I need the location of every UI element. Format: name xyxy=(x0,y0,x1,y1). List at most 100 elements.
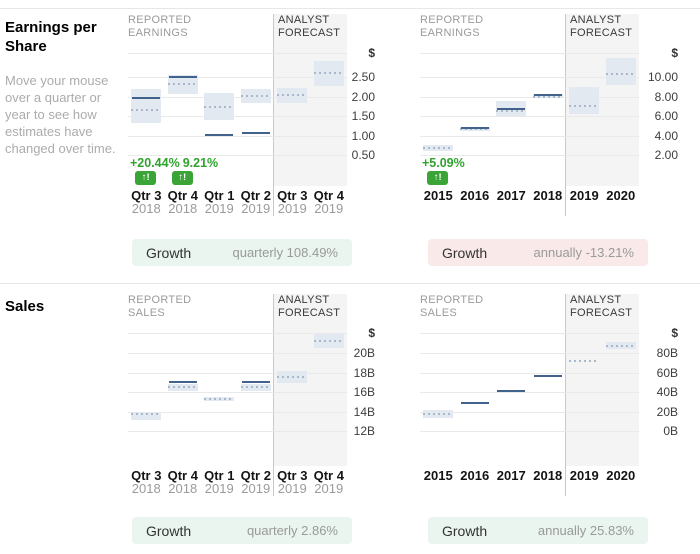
chart-column-hover-zone[interactable] xyxy=(201,320,238,466)
reported-line xyxy=(132,97,161,100)
y-tick-label: 4.00 xyxy=(654,128,678,143)
y-tick-label: 40B xyxy=(656,385,678,399)
chart-column-hover-zone[interactable] xyxy=(238,320,275,466)
x-tick-label: Qtr 1 xyxy=(204,468,235,483)
x-tick-label: 2020 xyxy=(606,468,636,483)
estimate-raised-alert-icon[interactable]: ↑! xyxy=(135,171,157,185)
reported-line xyxy=(241,381,270,384)
reported-column-header: REPORTED SALES xyxy=(420,294,484,319)
chart-column-hover-zone[interactable] xyxy=(201,40,238,186)
gridline xyxy=(420,96,639,98)
growth-value: annually 25.83% xyxy=(537,523,634,538)
x-tick-label: 2017 xyxy=(496,188,526,203)
x-tick-label: Qtr 4 xyxy=(167,468,198,483)
chart-column-hover-zone[interactable] xyxy=(238,40,275,186)
y-tick-label: 14B xyxy=(353,404,375,419)
chart-column-hover-zone[interactable] xyxy=(128,40,165,186)
estimate-change-row: +5.09% xyxy=(422,156,465,170)
growth-label: Growth xyxy=(442,244,488,261)
gridline xyxy=(420,411,639,413)
estimate-raised-alert-icon[interactable]: ↑! xyxy=(171,171,193,185)
gridline xyxy=(420,116,639,117)
y-axis-unit-label: $ xyxy=(671,46,678,60)
reported-column-header: REPORTED SALES xyxy=(128,294,192,319)
forecast-divider-line xyxy=(273,14,274,216)
x-tick-label: Qtr 1 xyxy=(204,188,235,203)
gridline xyxy=(128,431,347,432)
chart-column-hover-zone[interactable] xyxy=(566,320,603,466)
chart-column-hover-zone[interactable] xyxy=(457,40,494,186)
x-tick-label: 2020 xyxy=(606,188,636,203)
estimate-line xyxy=(569,360,600,363)
y-tick-label: 0.50 xyxy=(351,148,375,162)
x-tick-sublabel: 2019 xyxy=(204,481,234,496)
x-tick-sublabel: 2018 xyxy=(168,201,198,216)
reported-line xyxy=(241,131,270,134)
estimate-range-box xyxy=(131,89,162,124)
gridline xyxy=(128,116,347,117)
x-tick-label: Qtr 4 xyxy=(313,468,344,483)
x-tick-sublabel: 2019 xyxy=(241,481,271,496)
chart-column-hover-zone[interactable] xyxy=(311,40,348,186)
x-tick-label: Qtr 3 xyxy=(277,468,308,483)
estimate-range-box xyxy=(569,86,600,115)
gridline xyxy=(128,411,347,413)
chart-column-hover-zone[interactable] xyxy=(530,40,567,186)
x-tick-sublabel: 2018 xyxy=(131,201,161,216)
y-tick-label: 20B xyxy=(656,404,678,419)
growth-label: Growth xyxy=(146,244,192,261)
estimate-line xyxy=(167,386,198,389)
growth-value: quarterly 108.49% xyxy=(232,245,338,260)
gridline xyxy=(128,353,347,354)
growth-summary-sales-quarterly: Growth quarterly 2.86% xyxy=(132,517,352,544)
x-tick-sublabel: 2019 xyxy=(314,481,344,496)
chart-column-hover-zone[interactable] xyxy=(128,320,165,466)
gridline xyxy=(420,353,639,354)
chart-column-hover-zone[interactable] xyxy=(274,320,311,466)
y-tick-label: 2.50 xyxy=(351,70,375,84)
chart-column-hover-zone[interactable] xyxy=(493,320,530,466)
chart-column-hover-zone[interactable] xyxy=(566,40,603,186)
chart-column-hover-zone[interactable] xyxy=(274,40,311,186)
gridline xyxy=(128,96,347,98)
gridline xyxy=(128,135,347,137)
chart-column-hover-zone[interactable] xyxy=(530,320,567,466)
gridline xyxy=(420,431,639,432)
chart-column-hover-zone[interactable] xyxy=(420,320,457,466)
chart-column-hover-zone[interactable] xyxy=(165,320,202,466)
chart-sales-annual: REPORTED SALES ANALYST FORECAST 80B 60B 40B 2… xyxy=(420,292,678,504)
x-tick-sublabel: 2018 xyxy=(131,481,161,496)
reported-line xyxy=(497,108,526,111)
reported-line xyxy=(460,401,489,404)
forecast-divider-line xyxy=(565,294,566,496)
growth-summary-eps-annual: Growth annually -13.21% xyxy=(428,239,648,266)
estimate-raised-alert-icon[interactable]: ↑! xyxy=(427,171,449,185)
chart-column-hover-zone[interactable] xyxy=(603,40,640,186)
gridline xyxy=(420,53,639,54)
x-tick-label: Qtr 4 xyxy=(313,188,344,203)
x-tick-label: 2015 xyxy=(423,468,453,483)
y-tick-label: 10.00 xyxy=(647,70,678,84)
estimate-change-label: 9.21% xyxy=(182,156,219,170)
x-tick-sublabel: 2019 xyxy=(277,201,307,216)
growth-summary-sales-annual: Growth annually 25.83% xyxy=(428,517,648,544)
y-tick-label: 1.50 xyxy=(351,109,375,123)
forecast-region xyxy=(565,294,639,466)
chart-column-hover-zone[interactable] xyxy=(603,320,640,466)
eps-section-title: Earnings per Share xyxy=(5,19,97,55)
y-axis-unit-label: $ xyxy=(368,46,375,60)
x-tick-label: Qtr 3 xyxy=(131,188,162,203)
chart-column-hover-zone[interactable] xyxy=(420,40,457,186)
chart-column-hover-zone[interactable] xyxy=(165,40,202,186)
chart-column-hover-zone[interactable] xyxy=(457,320,494,466)
chart-column-hover-zone[interactable] xyxy=(311,320,348,466)
gridline xyxy=(420,155,639,156)
y-tick-label: 0B xyxy=(663,424,678,438)
chart-column-hover-zone[interactable] xyxy=(493,40,530,186)
estimate-line xyxy=(240,94,271,97)
estimate-line xyxy=(204,398,235,401)
x-tick-label: 2017 xyxy=(496,468,526,483)
y-tick-label: 60B xyxy=(656,365,678,380)
reported-column-header: REPORTED EARNINGS xyxy=(128,14,192,39)
estimate-line xyxy=(313,340,344,343)
